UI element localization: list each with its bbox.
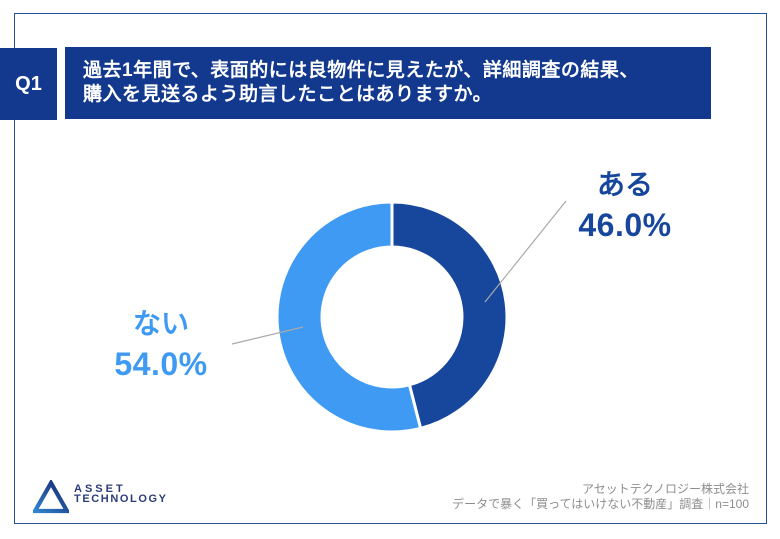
question-number-badge: Q1 xyxy=(0,48,57,120)
company-logo: ASSET TECHNOLOGY xyxy=(33,480,168,514)
donut-label-no-percent: 54.0% xyxy=(114,346,208,382)
donut-segment-1 xyxy=(275,200,423,434)
question-number: Q1 xyxy=(15,72,42,95)
footer-survey-name: データで暴く「買ってはいけない不動産」調査｜n=100 xyxy=(452,497,749,511)
leader-line-no xyxy=(231,326,304,345)
donut-label-yes-category: ある xyxy=(596,169,653,200)
question-title-line2: 購入を見送るよう助言したことはありますか。 xyxy=(83,84,493,105)
donut-label-yes: ある 46.0% xyxy=(525,165,725,245)
logo-wordmark: ASSET TECHNOLOGY xyxy=(74,480,168,505)
footer-company-name: アセットテクノロジー株式会社 xyxy=(581,482,749,496)
donut-segment-0 xyxy=(390,200,509,430)
logo-wordmark-line2: TECHNOLOGY xyxy=(74,493,168,505)
leader-line-yes xyxy=(484,200,567,303)
footer-credit: アセットテクノロジー株式会社 データで暴く「買ってはいけない不動産」調査｜n=1… xyxy=(452,482,749,512)
donut-label-no: ない 54.0% xyxy=(61,304,261,384)
donut-segments xyxy=(275,200,509,434)
question-title-line1: 過去1年間で、表面的には良物件に見えたが、詳細調査の結果、 xyxy=(83,59,639,81)
donut-label-yes-percent: 46.0% xyxy=(578,207,672,243)
logo-wordmark-line1: ASSET xyxy=(74,483,126,495)
logo-triangle-icon xyxy=(33,480,69,514)
donut-label-no-category: ない xyxy=(132,308,189,339)
question-title-bar: 過去1年間で、表面的には良物件に見えたが、詳細調査の結果、 購入を見送るよう助言… xyxy=(65,47,711,119)
